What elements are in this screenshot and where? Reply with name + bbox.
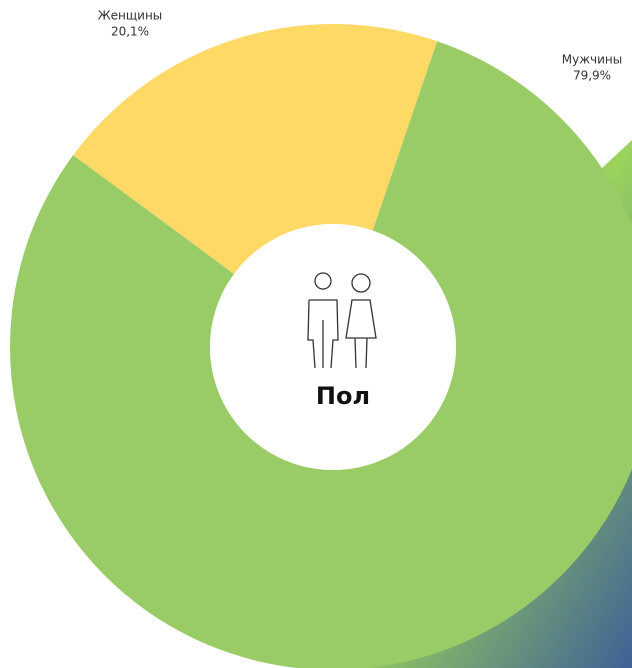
category-label: Женщины — [98, 9, 163, 23]
value-label: 20,1% — [111, 25, 149, 39]
page: Пол Мужчины79,9%Женщины20,1% (() => { co… — [0, 0, 632, 668]
value-label: 79,9% — [573, 69, 611, 83]
category-label: Мужчины — [562, 53, 622, 67]
center-label: Пол — [316, 382, 370, 410]
chart: Пол Мужчины 79,9% Женщины 20,1% — [0, 0, 632, 668]
